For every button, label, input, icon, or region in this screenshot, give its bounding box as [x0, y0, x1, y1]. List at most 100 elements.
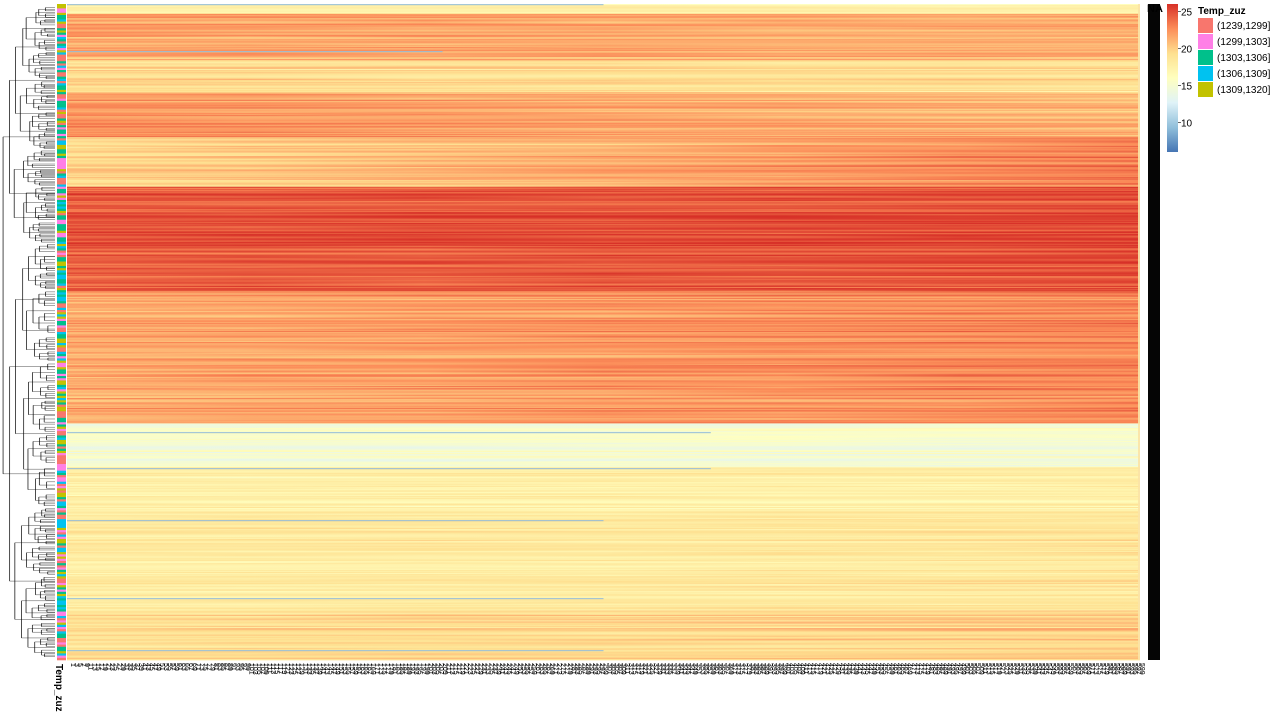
heatmap-row [67, 182, 1140, 184]
annotation-cell [57, 81, 66, 84]
column-label: 539 [1031, 663, 1038, 675]
heatmap-row [67, 399, 1140, 401]
column-label: 303 [609, 663, 616, 675]
column-label: 109 [262, 663, 269, 675]
heatmap-row [67, 83, 1140, 85]
annotation-cell [57, 78, 66, 82]
heatmap-row [67, 499, 1140, 501]
heatmap-row [67, 646, 1140, 649]
heatmap-row [67, 125, 1140, 127]
heatmap-row [67, 360, 1140, 363]
heatmap-row [67, 383, 1140, 386]
heatmap-row [67, 318, 1140, 321]
heatmap-row [67, 542, 1140, 544]
column-label: 455 [881, 663, 888, 675]
column-label: 577 [1099, 663, 1106, 675]
annotation-cell [57, 340, 66, 344]
annotation-cell [57, 611, 66, 615]
heatmap-row [67, 595, 1140, 597]
column-label: 131 [301, 663, 308, 675]
column-label: 555 [1060, 663, 1067, 675]
column-label: 247 [509, 663, 516, 675]
heatmap-row [67, 229, 1140, 232]
heatmap-row [67, 317, 1140, 320]
annotation-cell [57, 285, 66, 289]
column-label: 153 [341, 663, 348, 675]
heatmap-row [67, 493, 1140, 496]
column-label: 199 [423, 663, 430, 675]
column-label: 137 [312, 663, 319, 675]
annotation-cell [57, 424, 66, 427]
heatmap-row [67, 470, 1140, 473]
heatmap-row [67, 328, 1140, 331]
heatmap-row [67, 549, 1140, 552]
heatmap-row [67, 510, 1140, 512]
annotation-cell [57, 309, 66, 313]
heatmap-row [67, 168, 1140, 170]
column-label: 521 [999, 663, 1006, 675]
heatmap-row [67, 569, 1140, 572]
heatmap-row [67, 406, 1140, 409]
column-label: 289 [584, 663, 591, 675]
heatmap-row [67, 531, 1140, 533]
annotation-cell [57, 563, 66, 566]
annotation-cell [57, 356, 66, 359]
heatmap-row [67, 631, 1140, 633]
annotation-cell [57, 343, 66, 346]
column-label: 175 [380, 663, 387, 675]
heatmap-row [67, 512, 1140, 514]
annotation-cell [57, 166, 66, 170]
heatmap-row [67, 478, 1140, 480]
annotation-cell [57, 578, 66, 582]
annotation-legend-title: Temp_zuz [1198, 6, 1246, 17]
annotation-cell [57, 505, 66, 509]
annotation-cell [57, 83, 66, 86]
heatmap-row [67, 12, 1140, 15]
annotation-cell [57, 479, 66, 482]
heatmap-row [67, 315, 1140, 317]
annotation-cell [57, 8, 66, 11]
annotation-cell [57, 477, 66, 480]
annotation-cell [57, 512, 66, 516]
heatmap-row [67, 498, 1140, 500]
column-label: 281 [570, 663, 577, 675]
heatmap-row [67, 540, 1140, 542]
heatmap-row [67, 18, 1140, 20]
heatmap-row [67, 640, 1140, 642]
column-label: 457 [884, 663, 891, 675]
heatmap-row [67, 490, 1140, 492]
annotation-cell [57, 593, 66, 597]
colorbar-tick-label: 25 [1181, 7, 1193, 18]
column-label: 287 [580, 663, 587, 675]
heatmap-row [67, 579, 1140, 582]
annotation-cell [57, 400, 66, 403]
heatmap-row [67, 27, 1140, 29]
heatmap-row [67, 210, 1140, 213]
heatmap-row [67, 552, 1140, 554]
heatmap-row [67, 209, 1140, 212]
heatmap-row [67, 338, 1140, 341]
column-label: 107 [258, 663, 265, 675]
heatmap-row [67, 521, 1140, 523]
heatmap-row [67, 346, 1140, 348]
column-label: 187 [401, 663, 408, 675]
heatmap-row [67, 152, 1140, 155]
column-label: 151 [337, 663, 344, 675]
annotation-cell [57, 48, 66, 51]
column-label: 531 [1017, 663, 1024, 675]
heatmap-row [67, 133, 1140, 136]
column-label: 211 [444, 663, 451, 674]
annotation-cell [57, 633, 66, 637]
annotation-cell [57, 294, 66, 298]
column-label: 459 [888, 663, 895, 675]
heatmap-row [67, 656, 1140, 659]
heatmap-row [67, 94, 1140, 96]
heatmap-row [67, 274, 1140, 277]
annotation-cell [57, 232, 66, 236]
column-label: 115 [273, 663, 280, 674]
column-label: 581 [1106, 663, 1113, 675]
annotation-cell [57, 420, 66, 423]
color-scale-legend: 25 20 15 10 [1167, 4, 1193, 152]
annotation-cell [57, 516, 66, 520]
column-label: 21 [105, 663, 112, 671]
